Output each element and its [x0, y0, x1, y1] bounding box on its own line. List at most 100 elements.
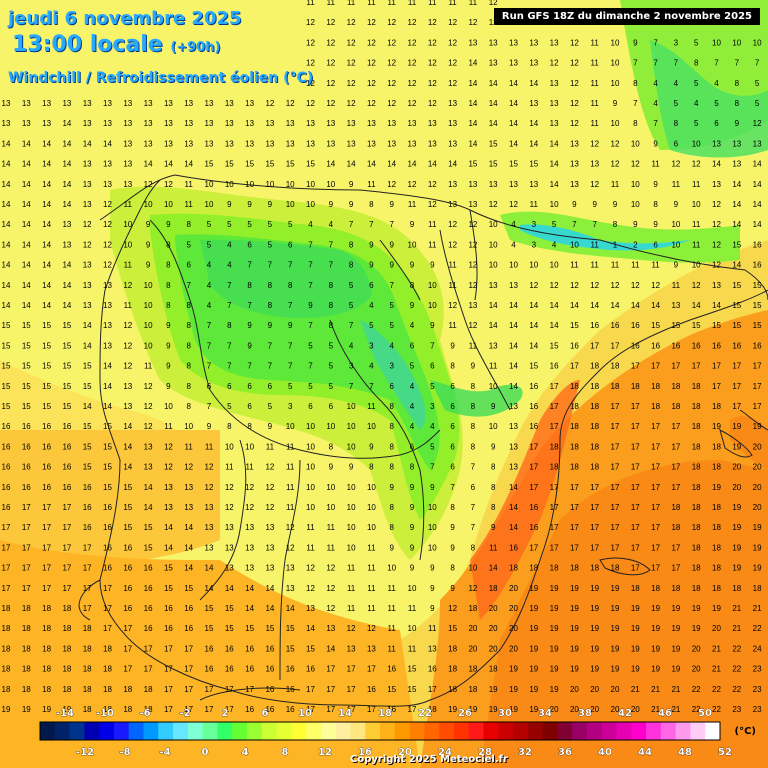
- grid-value: 16: [62, 483, 71, 492]
- grid-value: 18: [590, 564, 599, 573]
- grid-value: 17: [611, 543, 620, 552]
- grid-value: 6: [450, 422, 455, 431]
- grid-value: 20: [712, 624, 721, 633]
- grid-value: 14: [753, 220, 762, 229]
- grid-value: 15: [42, 341, 51, 350]
- grid-value: 11: [286, 463, 295, 472]
- grid-value: 9: [288, 321, 293, 330]
- grid-value: 7: [369, 220, 374, 229]
- grid-value: 14: [2, 220, 11, 229]
- grid-value: 16: [428, 665, 437, 674]
- grid-value: 4: [410, 402, 415, 411]
- grid-value: 7: [450, 483, 455, 492]
- grid-value: 8: [369, 463, 374, 472]
- grid-value: 11: [245, 463, 254, 472]
- grid-value: 11: [205, 442, 214, 451]
- grid-value: 8: [410, 281, 415, 290]
- grid-value: 19: [611, 665, 620, 674]
- grid-value: 12: [184, 463, 193, 472]
- grid-value: 4: [653, 99, 658, 108]
- grid-value: 11: [651, 261, 660, 270]
- grid-value: 19: [732, 543, 741, 552]
- grid-value: 11: [306, 523, 315, 532]
- grid-value: 7: [288, 301, 293, 310]
- grid-value: 17: [590, 543, 599, 552]
- grid-value: 17: [205, 705, 214, 714]
- grid-value: 13: [123, 139, 132, 148]
- grid-value: 9: [491, 442, 496, 451]
- grid-value: 17: [651, 564, 660, 573]
- grid-value: 12: [428, 59, 437, 68]
- grid-value: 13: [265, 564, 274, 573]
- grid-value: 15: [265, 160, 274, 169]
- grid-value: 10: [671, 220, 680, 229]
- grid-value: 12: [631, 160, 640, 169]
- grid-value: 5: [268, 402, 273, 411]
- grid-value: 14: [732, 200, 741, 209]
- grid-value: 18: [448, 685, 457, 694]
- grid-value: 7: [471, 463, 476, 472]
- grid-value: 18: [428, 705, 437, 714]
- grid-value: 15: [2, 362, 11, 371]
- grid-value: 16: [611, 321, 620, 330]
- grid-value: 7: [227, 281, 232, 290]
- grid-value: 17: [184, 644, 193, 653]
- grid-value: 13: [347, 139, 356, 148]
- grid-value: 4: [207, 261, 212, 270]
- grid-value: 7: [247, 261, 252, 270]
- grid-value: 14: [509, 341, 518, 350]
- grid-value: 6: [471, 483, 476, 492]
- grid-value: 13: [387, 139, 396, 148]
- grid-value: 18: [550, 564, 559, 573]
- grid-value: 19: [570, 644, 579, 653]
- grid-value: 13: [83, 180, 92, 189]
- grid-value: 14: [509, 79, 518, 88]
- grid-value: 13: [123, 99, 132, 108]
- grid-value: 3: [288, 402, 293, 411]
- grid-value: 12: [326, 564, 335, 573]
- grid-value: 14: [62, 180, 71, 189]
- grid-value: 17: [103, 604, 112, 613]
- grid-value: 12: [347, 18, 356, 27]
- grid-value: 12: [448, 59, 457, 68]
- grid-value: 15: [753, 281, 762, 290]
- grid-value: 17: [651, 362, 660, 371]
- grid-value: 22: [732, 665, 741, 674]
- grid-value: 11: [408, 0, 417, 7]
- grid-value: 12: [408, 180, 417, 189]
- grid-value: 19: [529, 685, 538, 694]
- grid-value: 14: [509, 321, 518, 330]
- grid-value: 13: [509, 59, 518, 68]
- grid-value: 10: [671, 240, 680, 249]
- grid-value: 13: [671, 301, 680, 310]
- grid-value: 11: [367, 543, 376, 552]
- grid-value: 14: [22, 281, 31, 290]
- grid-value: 17: [611, 422, 620, 431]
- grid-value: 11: [347, 584, 356, 593]
- grid-value: 14: [489, 79, 498, 88]
- grid-value: 9: [613, 200, 618, 209]
- grid-value: 12: [265, 99, 274, 108]
- grid-value: 6: [653, 240, 658, 249]
- grid-value: 22: [692, 705, 701, 714]
- grid-value: 15: [205, 160, 214, 169]
- grid-value: 19: [671, 665, 680, 674]
- grid-value: 13: [448, 139, 457, 148]
- grid-value: 16: [62, 422, 71, 431]
- grid-value: 18: [712, 584, 721, 593]
- grid-value: 18: [712, 503, 721, 512]
- grid-value: 17: [611, 483, 620, 492]
- grid-value: 7: [308, 362, 313, 371]
- grid-value: 16: [245, 644, 254, 653]
- grid-value: 20: [570, 705, 579, 714]
- grid-value: 13: [83, 160, 92, 169]
- grid-value: 18: [671, 382, 680, 391]
- grid-value: 5: [288, 220, 293, 229]
- grid-value: 19: [732, 503, 741, 512]
- grid-value: 19: [611, 624, 620, 633]
- grid-value: 12: [428, 180, 437, 189]
- grid-value: 20: [753, 483, 762, 492]
- grid-value: 17: [611, 523, 620, 532]
- grid-value: 5: [268, 220, 273, 229]
- grid-value: 16: [631, 321, 640, 330]
